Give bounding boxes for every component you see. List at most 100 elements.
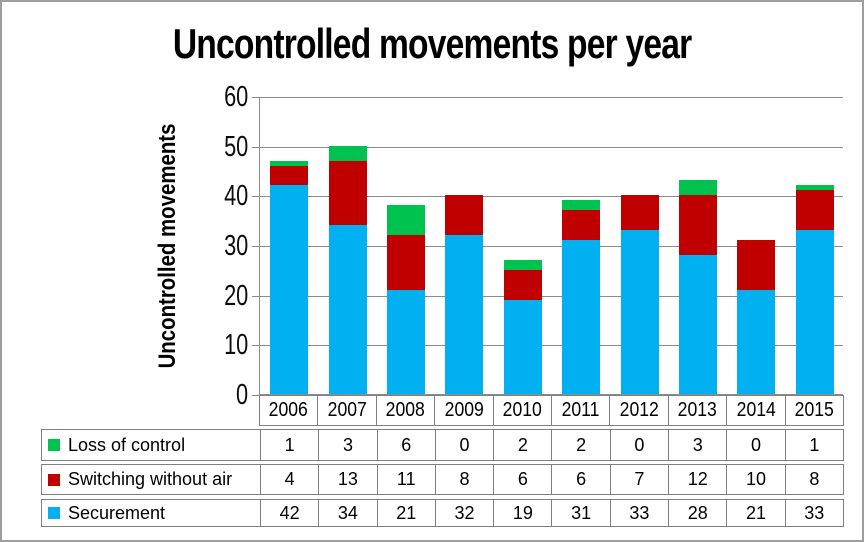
bar-segment-securement (678, 254, 717, 394)
bar-segment-securement (270, 185, 309, 394)
gridline (260, 246, 843, 247)
series-label: Securement (68, 503, 166, 523)
y-tick-label-text: 20 (223, 279, 248, 312)
value-cell: 33 (609, 500, 668, 526)
value-cell: 28 (668, 500, 726, 526)
bar-segment-loss-of-control (328, 145, 367, 161)
value-cell: 42 (279, 503, 300, 523)
stacked-bar (620, 195, 659, 394)
bar-segment-securement (445, 235, 484, 394)
y-tick-label: 10 (184, 330, 248, 360)
gridline (260, 295, 843, 297)
y-tick-label: 0 (184, 380, 248, 410)
stacked-bar (795, 185, 834, 394)
year-cell: 2009 (434, 396, 492, 425)
bar-column (669, 97, 727, 394)
bar-segment-switching-without-air (678, 195, 717, 255)
bar-segment-securement (562, 240, 601, 394)
table-row: Loss of control 1 3 6 0 2 2 0 3 0 1 (41, 429, 844, 461)
value-cell: 8 (434, 465, 493, 494)
year-cell: 2007 (317, 396, 375, 425)
bar-column (610, 97, 668, 394)
value-cell: 21 (376, 500, 435, 526)
bar-segment-securement (503, 299, 542, 394)
stacked-bar (562, 200, 601, 394)
value-cell: 11 (376, 465, 435, 494)
bar-segment-switching-without-air (562, 210, 601, 241)
series-label-cell: Loss of control (42, 430, 261, 460)
value-cell: 8 (784, 465, 843, 494)
y-axis-tick (252, 246, 260, 247)
value-cell: 0 (434, 430, 493, 460)
plot-area: 0 10 20 30 40 50 60 (224, 82, 844, 410)
bar-segment-loss-of-control (795, 185, 834, 191)
table-row: Securement 42 34 21 32 19 31 33 28 21 33 (41, 499, 844, 527)
bar-segment-loss-of-control (270, 160, 309, 166)
value-cell: 0 (609, 430, 668, 460)
series-label-cell: Securement (42, 500, 261, 526)
year-label: 2008 (385, 399, 426, 421)
bar-segment-switching-without-air (620, 195, 659, 231)
bar-column (377, 97, 435, 394)
value-cell: 33 (784, 500, 843, 526)
year-label: 2010 (502, 399, 542, 421)
bar-column (727, 97, 785, 394)
bar-segment-switching-without-air (386, 235, 425, 290)
value-cell: 4 (284, 469, 295, 489)
value-cell: 3 (668, 430, 726, 460)
year-label: 2014 (736, 399, 776, 421)
bar-column (786, 97, 844, 394)
y-axis-tick (252, 395, 260, 396)
value-cell: 3 (318, 430, 376, 460)
bar-segment-switching-without-air (503, 269, 542, 300)
stacked-bar (678, 180, 717, 394)
table-row: Switching without air 4 13 11 8 6 6 7 12 10 8 (41, 464, 844, 495)
year-cell: 2006 (260, 396, 317, 425)
bar-column (552, 97, 610, 394)
year-cell: 2015 (784, 396, 843, 425)
gridline (260, 345, 843, 347)
value-cell: 34 (318, 500, 376, 526)
year-cell: 2011 (551, 396, 609, 425)
gridline (260, 97, 843, 98)
y-tick-label-text: 60 (223, 81, 248, 113)
bar-segment-securement (620, 230, 659, 394)
year-label: 2006 (269, 399, 309, 421)
y-tick-label: 40 (184, 181, 248, 211)
stacked-bar (445, 195, 484, 394)
year-cell: 2014 (726, 396, 784, 425)
y-tick-label: 50 (184, 132, 248, 162)
stacked-bar (503, 259, 542, 394)
y-tick-label-text: 50 (223, 130, 248, 163)
stacked-bar (386, 205, 425, 394)
value-cell: 12 (668, 465, 726, 494)
year-label: 2013 (677, 399, 718, 421)
y-axis-tick (252, 295, 260, 297)
bar-segment-loss-of-control (562, 200, 601, 211)
year-label: 2015 (794, 399, 834, 421)
y-tick-label: 60 (184, 82, 248, 112)
value-cell: 0 (726, 430, 784, 460)
bar-segment-switching-without-air (270, 165, 309, 186)
value-cell: 31 (551, 500, 609, 526)
y-axis-tick (252, 97, 260, 98)
stacked-bar (270, 160, 309, 394)
bar-column (494, 97, 552, 394)
value-cell: 2 (493, 430, 551, 460)
bar-segment-switching-without-air (737, 240, 776, 290)
year-label: 2009 (444, 399, 484, 421)
year-cell: 2010 (492, 396, 551, 425)
value-cell: 2 (551, 430, 609, 460)
series-label: Loss of control (68, 435, 186, 455)
chart-title: Uncontrolled movements per year (2, 20, 862, 68)
legend-swatch (48, 507, 60, 519)
year-cell: 2013 (667, 396, 726, 425)
year-cell: 2008 (375, 396, 434, 425)
value-cell: 19 (493, 500, 551, 526)
bar-segment-switching-without-air (328, 160, 367, 226)
bar-segment-loss-of-control (678, 180, 717, 196)
value-cell: 6 (376, 430, 435, 460)
value-cell: 1 (784, 430, 843, 460)
y-tick-label-text: 10 (223, 329, 248, 362)
